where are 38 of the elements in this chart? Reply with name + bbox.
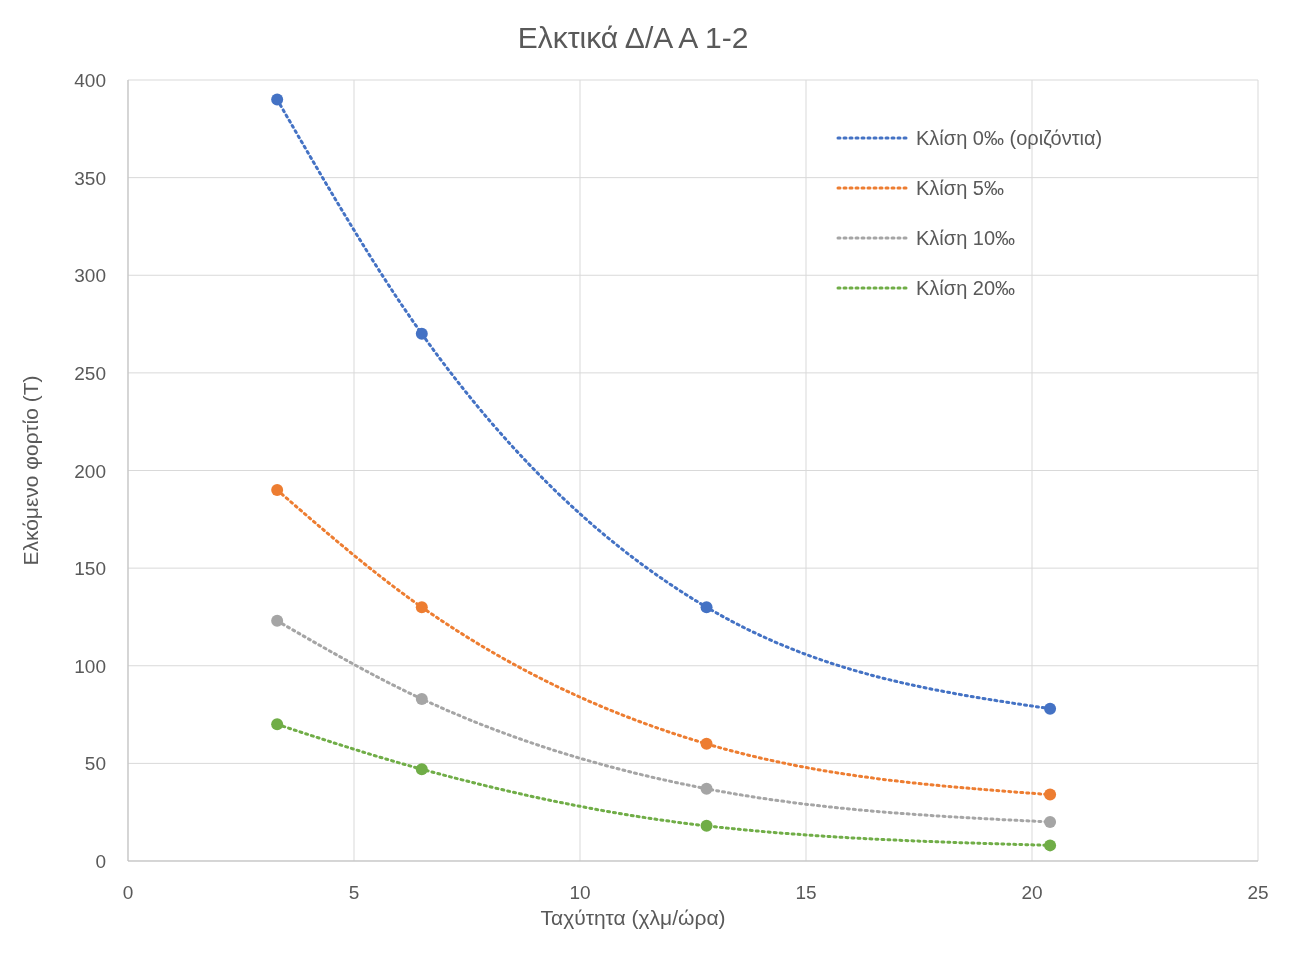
point (415, 327, 428, 340)
y-tick-label: 400 (74, 70, 106, 91)
y-tick-label: 0 (95, 851, 106, 872)
point (700, 601, 713, 614)
legend-label: Κλίση 5‰ (916, 177, 1004, 199)
point (415, 692, 428, 705)
x-tick-label: 0 (122, 882, 134, 903)
y-tick-label: 50 (84, 753, 106, 775)
x-axis-title: Ταχύτητα (χλμ/ώρα) (540, 906, 726, 929)
x-tick-label: 15 (795, 882, 817, 903)
x-tick-label: 20 (1021, 882, 1043, 903)
point (271, 614, 284, 627)
legend-label: Κλίση 20‰ (916, 277, 1016, 299)
point (1044, 839, 1057, 852)
point (415, 763, 428, 776)
x-tick-label: 5 (348, 882, 360, 903)
y-tick-label: 250 (74, 362, 106, 384)
y-axis-title: Ελκόμενο φορτίο (Τ) (19, 375, 42, 566)
point (700, 782, 713, 795)
point (271, 484, 284, 497)
x-tick-label: 25 (1247, 882, 1269, 903)
y-tick-label: 150 (74, 558, 106, 580)
y-tick-label: 100 (74, 655, 106, 677)
point (415, 601, 428, 614)
point (700, 819, 713, 832)
chart-title: Ελκτικά Δ/Α Α 1-2 (517, 21, 749, 54)
y-tick-label: 300 (74, 265, 106, 287)
point (271, 718, 284, 731)
point (1044, 702, 1057, 715)
point (271, 93, 284, 106)
y-tick-label: 200 (74, 460, 106, 482)
x-tick-label: 10 (569, 882, 591, 903)
point (1044, 788, 1057, 801)
y-tick-label: 350 (74, 167, 106, 189)
legend-label: Κλίση 10‰ (916, 227, 1016, 249)
legend-label: Κλίση 0‰ (οριζόντια) (916, 127, 1103, 149)
point (1044, 815, 1057, 828)
point (700, 737, 713, 750)
